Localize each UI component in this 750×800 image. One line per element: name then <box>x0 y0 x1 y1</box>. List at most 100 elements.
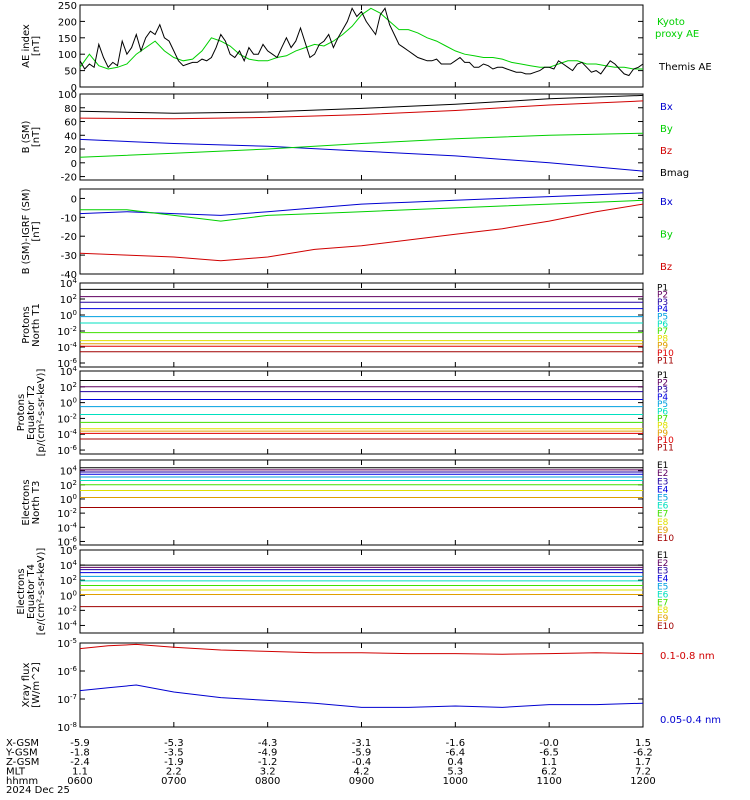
y-tick-label: 100 <box>60 397 77 410</box>
y-tick-label: 10-6 <box>57 444 77 457</box>
legend-label: Bz <box>660 262 672 273</box>
y-tick-label: 104 <box>60 365 78 378</box>
panel-8 <box>79 642 644 728</box>
x-axis-value: -4.3 <box>258 738 278 749</box>
legend-label: E2 <box>657 559 668 569</box>
y-tick-label: 10-6 <box>57 665 77 678</box>
y-tick-label: -20 <box>61 232 77 243</box>
x-axis-value: -4.9 <box>258 748 278 759</box>
y-tick-label: 100 <box>60 589 77 602</box>
panel-frame <box>79 642 644 728</box>
y-axis-label: Electrons <box>21 479 32 525</box>
x-axis-value: 7.2 <box>635 767 651 778</box>
legend-label: P8 <box>657 334 668 344</box>
panel-7 <box>79 549 644 634</box>
legend-label: Themis AE <box>658 62 712 73</box>
y-tick-label: -10 <box>61 213 77 224</box>
legend-label: E8 <box>657 606 669 616</box>
x-axis-value: 1.1 <box>72 767 88 778</box>
panel-frame <box>79 4 644 88</box>
panel-2 <box>79 93 644 181</box>
series-line <box>79 100 644 120</box>
x-axis-value: 2.2 <box>166 767 182 778</box>
x-axis-value: 1.1 <box>541 757 557 768</box>
y-tick-label: 10-4 <box>57 521 77 534</box>
series-line <box>79 192 644 216</box>
panel-3 <box>79 188 644 275</box>
y-axis-label: [nT] <box>31 127 42 147</box>
x-axis-value: -6.4 <box>446 748 466 759</box>
x-axis-value: 5.3 <box>447 767 463 778</box>
legend-label: P7 <box>657 327 668 337</box>
y-axis-label: AE index <box>21 24 32 68</box>
legend-label: P10 <box>657 349 674 359</box>
legend-label: P2 <box>657 378 668 388</box>
legend-label: P11 <box>657 356 674 366</box>
y-axis-label: Electrons <box>16 568 27 614</box>
y-axis-label: North T1 <box>31 303 42 347</box>
x-axis-row-label: hhmm <box>6 776 38 787</box>
x-axis-value: 1100 <box>536 776 561 787</box>
y-tick-label: 40 <box>64 131 77 142</box>
x-axis-value: -5.3 <box>164 738 184 749</box>
x-axis-value: 0700 <box>161 776 186 787</box>
legend-label: P11 <box>657 443 674 453</box>
y-tick-label: 100 <box>58 50 77 61</box>
y-tick-label: 100 <box>58 90 77 101</box>
y-tick-label: 10-4 <box>57 428 77 441</box>
legend-label: Bx <box>660 197 673 208</box>
x-axis-value: -1.6 <box>446 738 466 749</box>
x-axis-row-label: Y-GSM <box>5 748 38 759</box>
x-axis-value: -6.2 <box>633 748 653 759</box>
y-axis-label: Protons <box>21 306 32 343</box>
x-axis-value: 6.2 <box>541 767 557 778</box>
x-axis-value: -0.4 <box>352 757 372 768</box>
y-axis-label: B (SM)-IGRF (SM) <box>21 189 32 275</box>
x-axis-value: 1.7 <box>635 757 651 768</box>
legend-label: E2 <box>657 469 668 479</box>
y-tick-label: 102 <box>60 293 77 306</box>
x-axis-value: -2.4 <box>70 757 90 768</box>
legend-label: E3 <box>657 567 668 577</box>
legend-label: Bx <box>660 102 673 113</box>
y-tick-label: -20 <box>61 173 77 184</box>
y-tick-label: 20 <box>64 145 77 156</box>
y-axis-label: B (SM) <box>21 120 32 153</box>
legend-label: P5 <box>657 313 668 323</box>
y-tick-label: 200 <box>58 17 77 28</box>
panel-5 <box>79 370 644 455</box>
legend-label: P6 <box>657 407 668 417</box>
legend-label: E5 <box>657 493 668 503</box>
legend-label: P4 <box>657 393 668 403</box>
legend-label: P9 <box>657 342 668 352</box>
x-axis-value: 0600 <box>67 776 92 787</box>
x-axis-value: 4.2 <box>354 767 370 778</box>
panel-1 <box>79 4 644 88</box>
y-tick-label: 50 <box>64 67 77 78</box>
x-axis-row-label: X-GSM <box>6 738 39 749</box>
y-tick-label: 60 <box>64 118 77 129</box>
legend-label: By <box>660 124 673 135</box>
legend-label: Bmag <box>660 168 689 179</box>
legend-label: E1 <box>657 461 668 471</box>
y-tick-label: 0 <box>71 159 77 170</box>
x-axis-value: 3.2 <box>260 767 276 778</box>
y-tick-label: 100 <box>60 309 77 322</box>
legend-label: P2 <box>657 291 668 301</box>
series-line <box>79 94 644 114</box>
x-axis-row-label: MLT <box>6 767 26 778</box>
y-axis-label: [e/(cm²-s-sr-keV)] <box>36 548 47 636</box>
x-axis-value: -1.8 <box>70 748 90 759</box>
legend-label: 0.1-0.8 nm <box>660 651 715 662</box>
y-tick-label: 104 <box>60 277 78 290</box>
y-tick-label: 0 <box>71 194 77 205</box>
x-axis-value: -1.2 <box>258 757 278 768</box>
series-line <box>79 684 644 708</box>
y-axis-label: Protons <box>16 394 27 431</box>
date-label: 2024 Dec 25 <box>6 785 70 796</box>
x-axis-value: -3.1 <box>352 738 372 749</box>
x-axis-value: 1200 <box>630 776 655 787</box>
y-tick-label: 100 <box>60 493 77 506</box>
series-line <box>79 132 644 158</box>
